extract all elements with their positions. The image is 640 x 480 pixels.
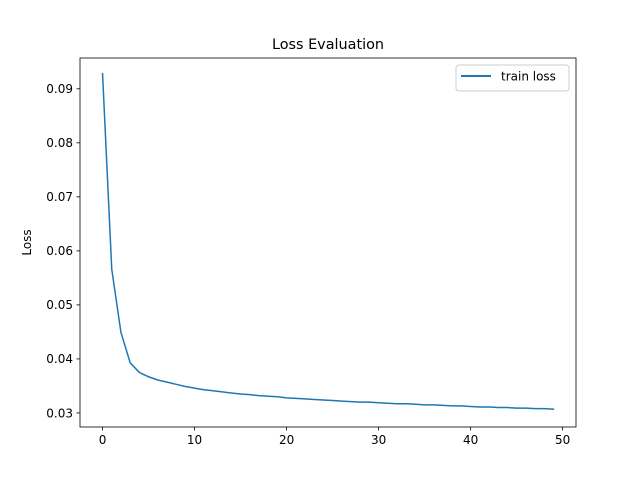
x-tick-label: 10 bbox=[187, 433, 202, 447]
x-tick-label: 0 bbox=[99, 433, 107, 447]
legend: train loss bbox=[455, 64, 570, 92]
y-axis-label: Loss bbox=[20, 229, 34, 255]
legend-label-train-loss: train loss bbox=[501, 70, 556, 84]
y-tick-label: 0.08 bbox=[46, 136, 73, 150]
y-tick-label: 0.05 bbox=[46, 298, 73, 312]
x-tick-label: 20 bbox=[279, 433, 294, 447]
y-tick-label: 0.06 bbox=[46, 244, 73, 258]
y-tick-label: 0.04 bbox=[46, 352, 73, 366]
x-tick-label: 30 bbox=[371, 433, 386, 447]
axes-frame bbox=[79, 57, 577, 428]
y-tick-label: 0.07 bbox=[46, 190, 73, 204]
y-tick-label: 0.03 bbox=[46, 406, 73, 420]
x-tick-label: 40 bbox=[463, 433, 478, 447]
x-tick-label: 50 bbox=[555, 433, 570, 447]
series-line-0 bbox=[101, 72, 555, 410]
legend-box bbox=[455, 64, 570, 92]
y-tick-label: 0.09 bbox=[46, 82, 73, 96]
plot-area: 0 10 20 30 40 50 0.03 0.04 0.05 0.06 0.07 0.08 0.09 bbox=[46, 57, 577, 447]
chart-title: Loss Evaluation bbox=[272, 37, 384, 53]
